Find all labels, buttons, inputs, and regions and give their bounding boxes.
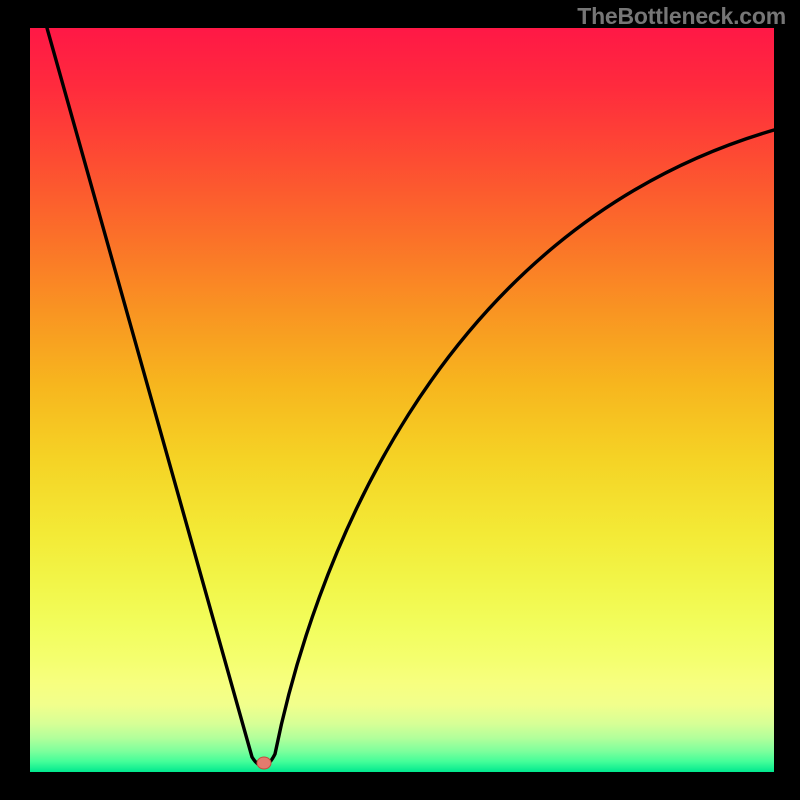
plot-background: [30, 28, 774, 772]
bottleneck-chart: [0, 0, 800, 800]
minimum-marker: [257, 757, 271, 769]
watermark-text: TheBottleneck.com: [577, 3, 786, 30]
